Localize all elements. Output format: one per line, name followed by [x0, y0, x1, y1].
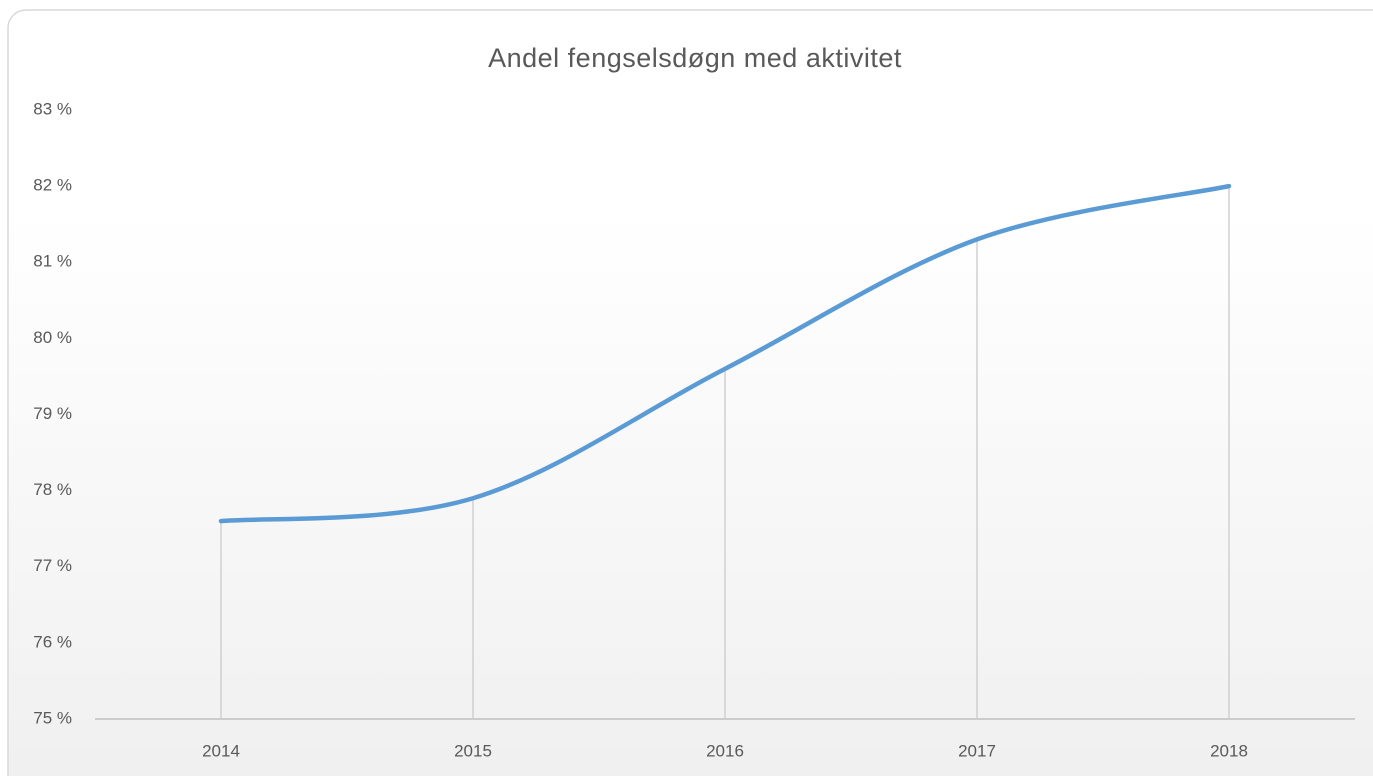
data-line — [218, 183, 1232, 524]
y-tick-label: 75 % — [33, 708, 72, 727]
y-tick-label: 78 % — [33, 480, 72, 499]
x-tick-label: 2016 — [706, 741, 744, 760]
y-tick-label: 83 % — [33, 99, 72, 118]
x-tick-label: 2014 — [202, 741, 240, 760]
y-tick-label: 82 % — [33, 176, 72, 195]
y-tick-label: 76 % — [33, 632, 72, 651]
x-tick-label: 2015 — [454, 741, 492, 760]
y-tick-label: 81 % — [33, 252, 72, 271]
y-tick-label: 80 % — [33, 328, 72, 347]
y-tick-label: 77 % — [33, 556, 72, 575]
x-tick-label: 2017 — [958, 741, 996, 760]
chart-title: Andel fengselsdøgn med aktivitet — [488, 43, 902, 73]
chart-card — [7, 9, 1373, 776]
x-tick-label: 2018 — [1210, 741, 1248, 760]
y-tick-label: 79 % — [33, 404, 72, 423]
